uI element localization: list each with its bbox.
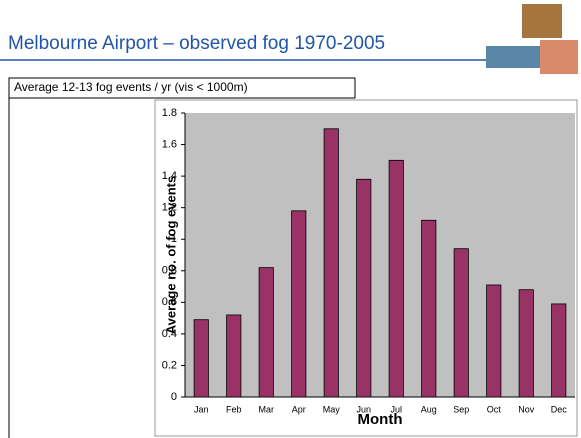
bar xyxy=(454,249,468,397)
x-tick-label: May xyxy=(323,404,341,414)
decor-image xyxy=(486,46,546,68)
x-tick-label: Oct xyxy=(487,404,502,414)
y-axis-label: Average no. of fog events xyxy=(163,176,178,334)
y-tick-label: 0.8 xyxy=(162,265,177,277)
bar xyxy=(194,320,208,397)
decor-image xyxy=(540,40,578,74)
y-tick-label: 0 xyxy=(171,391,177,403)
x-tick-label: Sep xyxy=(453,404,469,414)
x-tick-label: Jun xyxy=(356,404,371,414)
y-tick-label: 1.8 xyxy=(162,107,177,119)
plot-area xyxy=(185,113,575,397)
y-tick-label: 1.4 xyxy=(162,170,177,182)
y-tick-label: 1.2 xyxy=(162,202,177,214)
x-tick-label: Jul xyxy=(390,404,402,414)
y-tick-label: 0.6 xyxy=(162,296,177,308)
x-tick-label: Feb xyxy=(226,404,242,414)
x-tick-label: Jan xyxy=(194,404,209,414)
bar xyxy=(552,304,566,397)
x-tick-label: Apr xyxy=(292,404,306,414)
x-tick-label: Aug xyxy=(421,404,437,414)
slide-title: Melbourne Airport – observed fog 1970-20… xyxy=(8,33,385,54)
bar xyxy=(292,211,306,397)
bar xyxy=(259,268,273,397)
x-tick-label: Mar xyxy=(259,404,275,414)
bar xyxy=(487,285,501,397)
x-tick-label: Dec xyxy=(551,404,568,414)
bar xyxy=(227,315,241,397)
bar xyxy=(324,129,338,397)
x-tick-label: Nov xyxy=(518,404,535,414)
y-tick-label: 0.2 xyxy=(162,359,177,371)
y-tick-label: 1 xyxy=(171,233,177,245)
bar xyxy=(422,220,436,397)
bar xyxy=(519,290,533,397)
slide: Melbourne Airport – observed fog 1970-20… xyxy=(0,0,581,438)
bar xyxy=(389,160,403,397)
y-tick-label: 0.4 xyxy=(162,328,177,340)
bar xyxy=(357,179,371,397)
y-tick-label: 1.6 xyxy=(162,138,177,150)
note-text: Average 12-13 fog events / yr (vis < 100… xyxy=(14,80,248,94)
decor-image xyxy=(522,4,562,38)
